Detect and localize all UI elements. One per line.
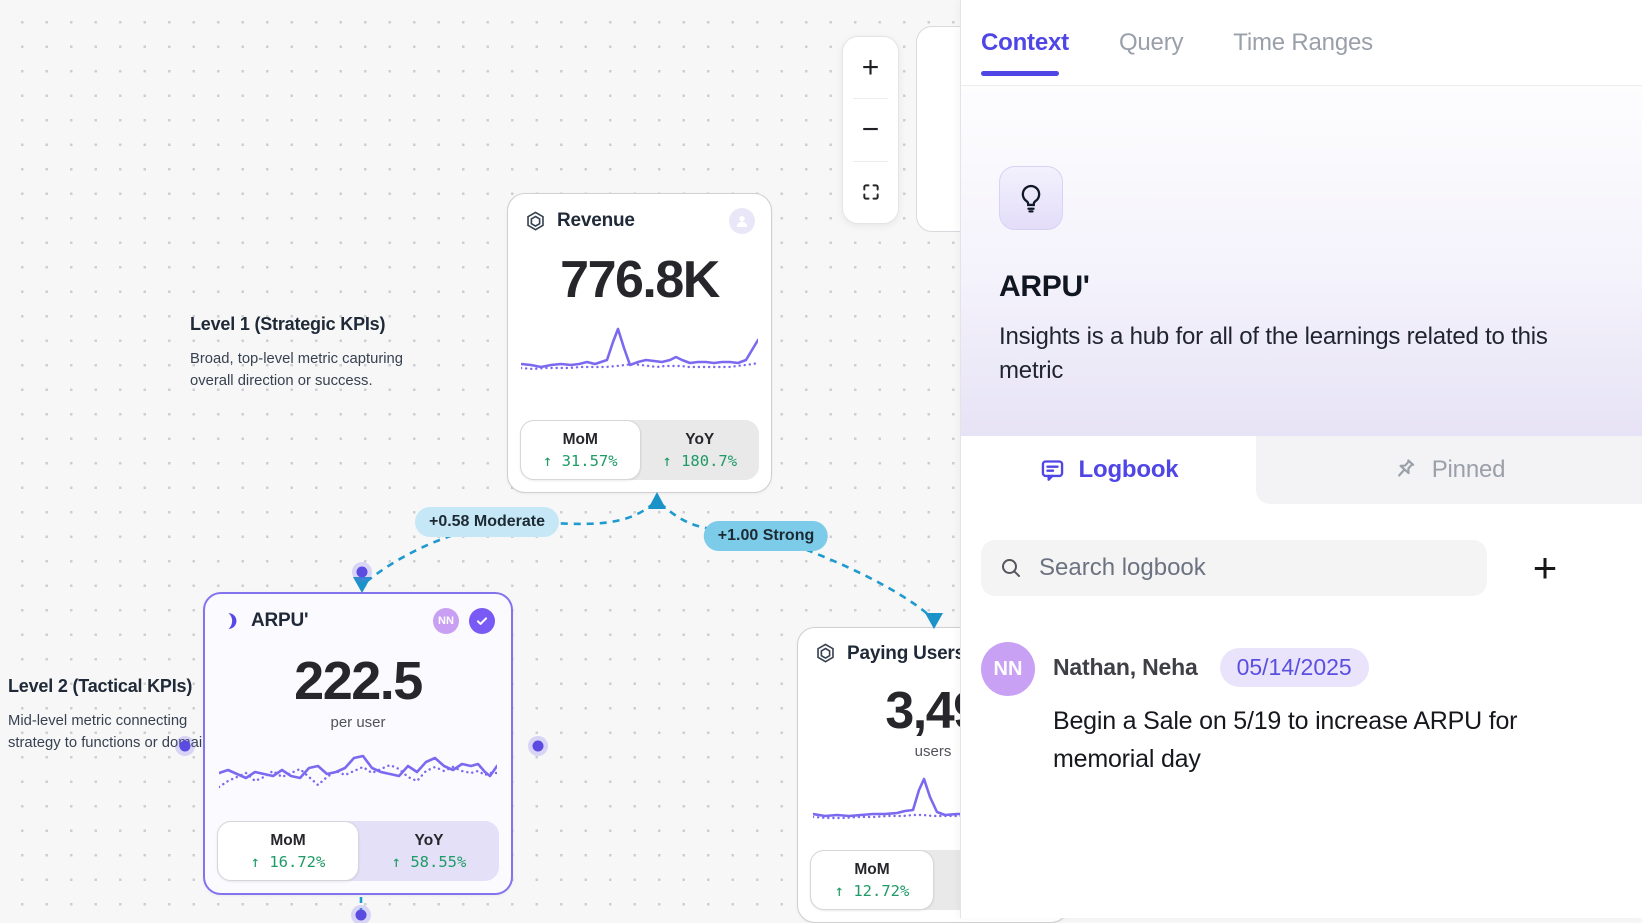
logbook-toolbar: + (981, 540, 1567, 596)
yoy-value: ↑ 58.55% (391, 852, 467, 871)
add-entry-button[interactable]: + (1523, 543, 1567, 593)
level2-description: Mid-level metric connecting strategy to … (8, 713, 222, 751)
level2-title: Level 2 (Tactical KPIs) (8, 676, 193, 696)
metric-unit: users (914, 743, 952, 760)
owner-avatar-icon (729, 208, 755, 234)
metric-title: ARPU' (999, 270, 1090, 303)
yoy-stat-tab[interactable]: YoY ↑ 58.55% (359, 821, 499, 881)
arpu-sparkline (219, 754, 497, 789)
edge-label-moderate[interactable]: +0.58 Moderate (414, 507, 560, 537)
logbook-entry[interactable]: NN Nathan, Neha 05/14/2025 Begin a Sale … (981, 642, 1622, 778)
logbook-section: + NN Nathan, Neha 05/14/2025 Begin a Sal… (961, 504, 1642, 778)
divider (853, 160, 888, 162)
entry-text: Begin a Sale on 5/19 to increase ARPU fo… (1053, 707, 1518, 773)
metric-hero: ARPU' Insights is a hub for all of the l… (961, 86, 1642, 436)
yoy-stat-tab[interactable]: YoY ↑ 180.7% (641, 420, 760, 480)
zoom-in-button[interactable]: + (843, 37, 898, 99)
arpu-top-handle[interactable] (356, 566, 368, 578)
mom-value: ↑ 16.72% (250, 852, 326, 871)
tab-context[interactable]: Context (981, 28, 1069, 56)
yoy-label: YoY (685, 430, 715, 448)
mom-label: MoM (270, 831, 306, 849)
entry-avatar: NN (981, 642, 1035, 696)
logbook-icon (1041, 459, 1063, 481)
zoom-out-button[interactable]: − (843, 99, 898, 161)
card-stats: MoM ↑ 16.72% YoY ↑ 58.55% (217, 821, 499, 881)
collaborator-badge: NN (433, 608, 459, 634)
edge-label-strong[interactable]: +1.00 Strong (703, 521, 829, 551)
card-title: ARPU' (251, 610, 309, 631)
card-title: Paying Users' (847, 642, 970, 664)
card-title: Revenue (557, 210, 635, 231)
level2-annotation: Level 2 (Tactical KPIs) Mid-level metric… (8, 676, 240, 755)
entry-author: Nathan, Neha (1053, 654, 1198, 680)
tab-logbook[interactable]: Logbook (961, 436, 1256, 504)
tab-logbook-label: Logbook (1078, 456, 1179, 483)
card-stats: MoM ↑ 31.57% YoY ↑ 180.7% (520, 420, 759, 480)
insight-icon-tile (999, 166, 1063, 230)
mom-stat-tab[interactable]: MoM ↑ 12.72% (810, 850, 934, 910)
arpu-bottom-handle[interactable] (355, 909, 367, 921)
mom-label: MoM (562, 430, 598, 448)
active-tab-indicator (981, 71, 1059, 76)
arrowhead-up-icon (648, 492, 666, 509)
level1-annotation: Level 1 (Strategic KPIs) Broad, top-leve… (190, 314, 432, 393)
search-input[interactable] (1039, 554, 1469, 582)
metric-card-arpu[interactable]: ARPU' NN 222.5 per user MoM ↑ 16.72% YoY… (203, 592, 513, 895)
tab-time-ranges[interactable]: Time Ranges (1233, 28, 1373, 56)
zoom-toolbar: + − (842, 36, 899, 224)
fit-view-icon (862, 184, 879, 200)
mom-stat-tab[interactable]: MoM ↑ 31.57% (520, 420, 641, 480)
section-tabbar: Logbook Pinned (961, 436, 1642, 504)
metric-value: 222.5 (294, 651, 423, 711)
search-box[interactable] (981, 540, 1487, 596)
mom-label: MoM (854, 860, 890, 878)
metric-value: 776.8K (560, 251, 720, 309)
tab-pinned[interactable]: Pinned (1256, 436, 1642, 504)
revenue-sparkline (521, 327, 758, 371)
panel-tabbar: Context Query Time Ranges (961, 0, 1642, 86)
level1-title: Level 1 (Strategic KPIs) (190, 314, 386, 334)
verified-badge-icon (469, 608, 495, 634)
level1-description: Broad, top-level metric capturing overal… (190, 351, 404, 389)
yoy-value: ↑ 180.7% (662, 451, 738, 470)
arpu-left-handle[interactable] (179, 740, 191, 752)
metric-card-revenue[interactable]: Revenue 776.8K MoM ↑ 31.57% YoY ↑ 180.7% (507, 193, 772, 493)
mom-value: ↑ 31.57% (542, 451, 618, 470)
tab-pinned-label: Pinned (1431, 456, 1506, 483)
crescent-metric-icon (228, 613, 237, 629)
tab-query[interactable]: Query (1118, 28, 1184, 56)
arpu-right-handle[interactable] (532, 740, 544, 752)
flow-canvas[interactable]: + − Level 1 (Strategic KPIs) Broad, top-… (0, 0, 1069, 923)
mom-stat-tab[interactable]: MoM ↑ 16.72% (217, 821, 359, 881)
entry-date-badge: 05/14/2025 (1219, 648, 1369, 687)
search-icon (1002, 559, 1020, 577)
metric-unit: per user (330, 714, 386, 731)
lightbulb-icon (1021, 184, 1041, 213)
hexagon-metric-icon (527, 210, 544, 231)
context-panel: Context Query Time Ranges ARPU' Insights… (960, 0, 1642, 918)
divider (853, 98, 888, 100)
arrowhead-down-icon (353, 577, 371, 593)
edge-revenue-paying (659, 502, 931, 617)
hexagon-metric-icon (817, 643, 834, 663)
metric-description: Insights is a hub for all of the learnin… (999, 323, 1548, 385)
fit-view-button[interactable] (843, 161, 898, 223)
yoy-label: YoY (414, 831, 444, 849)
mom-value: ↑ 12.72% (834, 881, 910, 900)
pin-icon (1397, 459, 1414, 477)
